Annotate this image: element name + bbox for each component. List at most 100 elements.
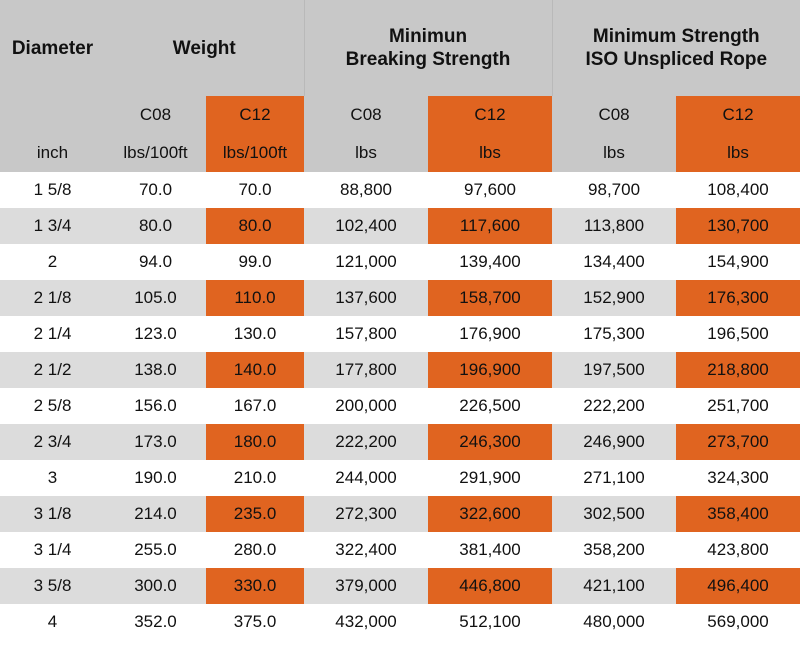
cell-diameter: 4 — [0, 604, 105, 640]
cell-iso-c12: 324,300 — [676, 460, 800, 496]
cell-breaking-c08: 121,000 — [304, 244, 429, 280]
cell-iso-c12: 423,800 — [676, 532, 800, 568]
header-breaking-line1: Minimun — [388, 26, 468, 47]
cell-weight-c12: 80.0 — [206, 208, 305, 244]
cell-breaking-c12: 291,900 — [428, 460, 553, 496]
cell-diameter: 2 1/8 — [0, 280, 105, 316]
unit-weight-c12: lbs/100ft — [206, 134, 305, 172]
unit-breaking-c12: lbs — [428, 134, 553, 172]
cell-iso-c08: 134,400 — [552, 244, 677, 280]
cell-weight-c12: 70.0 — [206, 172, 305, 208]
header-iso-line1: Minimum Strength — [592, 26, 760, 47]
header-breaking-c08: C08 — [304, 96, 429, 134]
cell-weight-c12: 330.0 — [206, 568, 305, 604]
cell-diameter: 2 — [0, 244, 105, 280]
cell-weight-c12: 375.0 — [206, 604, 305, 640]
cell-breaking-c08: 177,800 — [304, 352, 429, 388]
header-diameter: Diameter — [0, 0, 105, 96]
cell-breaking-c08: 222,200 — [304, 424, 429, 460]
cell-iso-c12: 130,700 — [676, 208, 800, 244]
unit-diameter: inch — [0, 134, 105, 172]
cell-iso-c08: 113,800 — [552, 208, 677, 244]
table-row: 3 1/4 255.0 280.0 322,400 381,400 358,20… — [0, 532, 800, 568]
cell-breaking-c08: 102,400 — [304, 208, 429, 244]
cell-iso-c12: 108,400 — [676, 172, 800, 208]
cell-iso-c08: 222,200 — [552, 388, 677, 424]
cell-diameter: 2 5/8 — [0, 388, 105, 424]
table-row: 3 190.0 210.0 244,000 291,900 271,100 32… — [0, 460, 800, 496]
cell-weight-c08: 352.0 — [105, 604, 206, 640]
cell-weight-c12: 110.0 — [206, 280, 305, 316]
cell-diameter: 1 5/8 — [0, 172, 105, 208]
table-row: 1 3/4 80.0 80.0 102,400 117,600 113,800 … — [0, 208, 800, 244]
header-iso-line2: ISO Unspliced Rope — [585, 49, 768, 70]
cell-breaking-c12: 97,600 — [428, 172, 553, 208]
header-weight-c08: C08 — [105, 96, 206, 134]
cell-breaking-c12: 196,900 — [428, 352, 553, 388]
cell-diameter: 1 3/4 — [0, 208, 105, 244]
unit-weight-c08: lbs/100ft — [105, 134, 206, 172]
table-row: 1 5/8 70.0 70.0 88,800 97,600 98,700 108… — [0, 172, 800, 208]
cell-iso-c08: 421,100 — [552, 568, 677, 604]
unit-breaking-c08: lbs — [304, 134, 429, 172]
cell-weight-c08: 138.0 — [105, 352, 206, 388]
cell-breaking-c08: 432,000 — [304, 604, 429, 640]
cell-iso-c08: 152,900 — [552, 280, 677, 316]
cell-weight-c08: 80.0 — [105, 208, 206, 244]
cell-breaking-c08: 200,000 — [304, 388, 429, 424]
cell-iso-c08: 175,300 — [552, 316, 677, 352]
cell-weight-c08: 300.0 — [105, 568, 206, 604]
cell-diameter: 2 1/4 — [0, 316, 105, 352]
header-iso-strength: Minimum Strength ISO Unspliced Rope — [551, 0, 800, 96]
cell-weight-c12: 130.0 — [206, 316, 305, 352]
cell-iso-c12: 218,800 — [676, 352, 800, 388]
cell-weight-c08: 255.0 — [105, 532, 206, 568]
cell-breaking-c08: 322,400 — [304, 532, 429, 568]
cell-weight-c12: 99.0 — [206, 244, 305, 280]
cell-breaking-c08: 244,000 — [304, 460, 429, 496]
cell-diameter: 2 1/2 — [0, 352, 105, 388]
cell-diameter: 3 — [0, 460, 105, 496]
cell-weight-c08: 156.0 — [105, 388, 206, 424]
cell-iso-c08: 271,100 — [552, 460, 677, 496]
cell-breaking-c12: 446,800 — [428, 568, 553, 604]
unit-iso-c12: lbs — [676, 134, 800, 172]
cell-breaking-c12: 512,100 — [428, 604, 553, 640]
cell-breaking-c12: 246,300 — [428, 424, 553, 460]
cell-breaking-c12: 117,600 — [428, 208, 553, 244]
cell-iso-c12: 273,700 — [676, 424, 800, 460]
cell-iso-c08: 197,500 — [552, 352, 677, 388]
cell-weight-c12: 140.0 — [206, 352, 305, 388]
cell-breaking-c08: 137,600 — [304, 280, 429, 316]
table-row: 3 5/8 300.0 330.0 379,000 446,800 421,10… — [0, 568, 800, 604]
cell-weight-c08: 94.0 — [105, 244, 206, 280]
cell-weight-c08: 190.0 — [105, 460, 206, 496]
cell-iso-c12: 496,400 — [676, 568, 800, 604]
cell-weight-c08: 105.0 — [105, 280, 206, 316]
header-weight-c12: C12 — [206, 96, 305, 134]
cell-diameter: 2 3/4 — [0, 424, 105, 460]
cell-weight-c08: 173.0 — [105, 424, 206, 460]
cell-iso-c12: 358,400 — [676, 496, 800, 532]
table-row: 2 5/8 156.0 167.0 200,000 226,500 222,20… — [0, 388, 800, 424]
cell-breaking-c12: 226,500 — [428, 388, 553, 424]
header-breaking-line2: Breaking Strength — [345, 49, 511, 70]
cell-iso-c12: 569,000 — [676, 604, 800, 640]
rope-spec-table: Diameter Weight Minimun Breaking Strengt… — [0, 0, 800, 640]
table-body: 1 5/8 70.0 70.0 88,800 97,600 98,700 108… — [0, 172, 800, 640]
header-iso-c08: C08 — [552, 96, 677, 134]
cell-iso-c08: 98,700 — [552, 172, 677, 208]
cell-breaking-c08: 157,800 — [304, 316, 429, 352]
cell-weight-c08: 214.0 — [105, 496, 206, 532]
cell-iso-c12: 176,300 — [676, 280, 800, 316]
cell-weight-c08: 70.0 — [105, 172, 206, 208]
cell-breaking-c12: 381,400 — [428, 532, 553, 568]
cell-iso-c12: 196,500 — [676, 316, 800, 352]
cell-iso-c08: 358,200 — [552, 532, 677, 568]
header-grade-empty — [0, 96, 105, 134]
header-group-row: Diameter Weight Minimun Breaking Strengt… — [0, 0, 800, 96]
cell-iso-c08: 480,000 — [552, 604, 677, 640]
table-row: 2 1/4 123.0 130.0 157,800 176,900 175,30… — [0, 316, 800, 352]
table-row: 4 352.0 375.0 432,000 512,100 480,000 56… — [0, 604, 800, 640]
cell-breaking-c08: 379,000 — [304, 568, 429, 604]
